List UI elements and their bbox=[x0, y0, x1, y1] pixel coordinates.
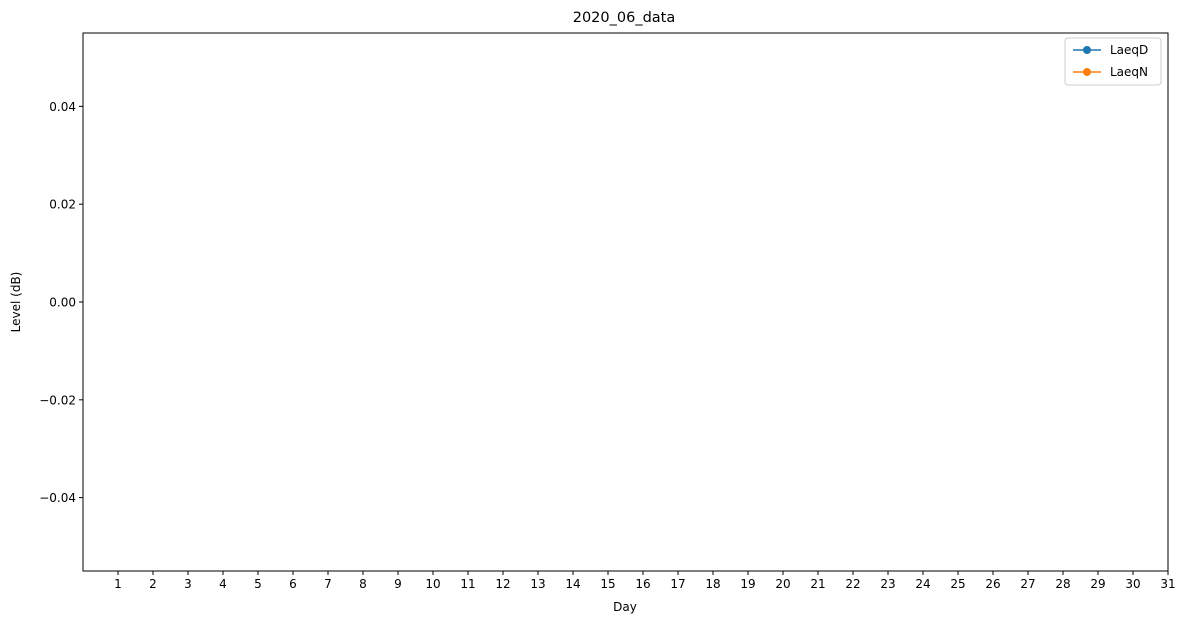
x-tick-label: 29 bbox=[1090, 577, 1105, 591]
x-tick-label: 7 bbox=[324, 577, 332, 591]
x-axis: 1 2 3 4 5 6 7 8 9 10 11 12 13 14 15 16 17 18 19 20 21 22 23 24 2… bbox=[114, 571, 1176, 591]
x-tick-label: 25 bbox=[950, 577, 965, 591]
x-tick-label: 20 bbox=[775, 577, 790, 591]
x-tick-label: 19 bbox=[740, 577, 755, 591]
x-tick-label: 17 bbox=[670, 577, 685, 591]
x-tick-label: 3 bbox=[184, 577, 192, 591]
legend-label-laeqd: LaeqD bbox=[1110, 43, 1148, 57]
x-tick-label: 15 bbox=[600, 577, 615, 591]
x-tick-label: 13 bbox=[530, 577, 545, 591]
x-tick-label: 23 bbox=[880, 577, 895, 591]
x-tick-label: 4 bbox=[219, 577, 227, 591]
x-tick-label: 30 bbox=[1125, 577, 1140, 591]
x-tick-label: 31 bbox=[1160, 577, 1175, 591]
legend-marker-laeqd bbox=[1083, 46, 1091, 54]
x-tick-label: 24 bbox=[915, 577, 930, 591]
y-tick-label: 0.04 bbox=[49, 100, 76, 114]
y-axis-label: Level (dB) bbox=[9, 272, 23, 333]
y-axis: −0.04 −0.02 0.00 0.02 0.04 bbox=[39, 100, 83, 505]
x-tick-label: 14 bbox=[565, 577, 580, 591]
plot-frame bbox=[82, 32, 1169, 572]
x-tick-label: 16 bbox=[635, 577, 650, 591]
legend-marker-laeqn bbox=[1083, 68, 1091, 76]
x-tick-label: 9 bbox=[394, 577, 402, 591]
legend: LaeqD LaeqN bbox=[1064, 37, 1162, 86]
x-tick-label: 11 bbox=[460, 577, 475, 591]
x-tick-label: 2 bbox=[149, 577, 157, 591]
x-tick-label: 27 bbox=[1020, 577, 1035, 591]
x-tick-label: 28 bbox=[1055, 577, 1070, 591]
x-tick-label: 1 bbox=[114, 577, 122, 591]
plot-area bbox=[82, 32, 1169, 572]
x-tick-label: 6 bbox=[289, 577, 297, 591]
x-tick-label: 8 bbox=[359, 577, 367, 591]
y-tick-label: 0.00 bbox=[49, 296, 76, 310]
x-tick-label: 18 bbox=[705, 577, 720, 591]
x-axis-label: Day bbox=[613, 600, 637, 614]
x-tick-label: 22 bbox=[845, 577, 860, 591]
x-tick-label: 12 bbox=[495, 577, 510, 591]
x-tick-label: 5 bbox=[254, 577, 262, 591]
y-tick-label: −0.04 bbox=[39, 491, 76, 505]
x-tick-label: 26 bbox=[985, 577, 1000, 591]
y-tick-label: −0.02 bbox=[39, 393, 76, 407]
y-tick-label: 0.02 bbox=[49, 198, 76, 212]
x-tick-label: 10 bbox=[425, 577, 440, 591]
x-tick-label: 21 bbox=[810, 577, 825, 591]
chart-title: 2020_06_data bbox=[573, 10, 676, 26]
legend-label-laeqn: LaeqN bbox=[1110, 65, 1148, 79]
